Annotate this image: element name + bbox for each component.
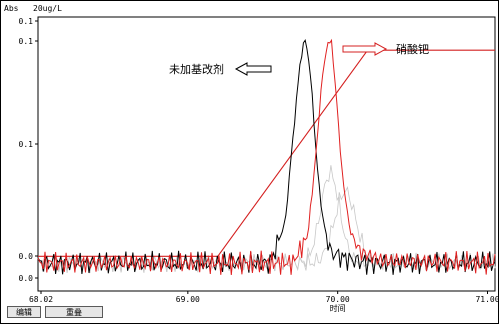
concentration-label: 20ug/L xyxy=(33,4,62,13)
series-line-program xyxy=(38,49,495,257)
x-tick-label: 68.02 xyxy=(29,295,53,304)
edit-button[interactable]: 编辑 xyxy=(7,306,41,318)
y-tick-label: 0.0 xyxy=(19,274,34,283)
series-line-2 xyxy=(37,38,496,275)
overlay-button[interactable]: 重叠 xyxy=(45,306,103,318)
plot-layer: 0.1 0.1 0.1 0.0 0.0 68.02 69.00 70.00 71.00 时间 xyxy=(19,16,498,313)
left-arrow-icon xyxy=(234,62,272,76)
annotation-no-modifier: 未加基改剂 xyxy=(169,63,224,76)
y-tick-label: 0.1 xyxy=(19,37,34,46)
y-tick-label: 0.0 xyxy=(19,252,34,261)
x-tick-label: 70.00 xyxy=(326,295,350,304)
annotation-palladium-nitrate: 硝酸钯 xyxy=(396,43,429,56)
y-axis-label: Abs xyxy=(4,4,19,13)
x-axis-title: 时间 xyxy=(330,303,346,313)
x-tick-label: 69.00 xyxy=(176,295,200,304)
y-tick-label: 0.1 xyxy=(19,17,34,26)
x-tick-label: 71.00 xyxy=(475,295,498,304)
plot-area xyxy=(37,16,496,292)
y-tick-label: 0.1 xyxy=(19,140,34,149)
right-arrow-icon xyxy=(342,42,388,56)
